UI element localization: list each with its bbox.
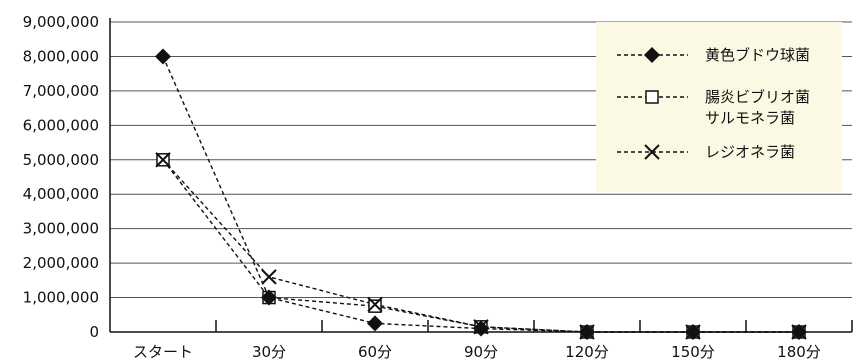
y-tick-label: 8,000,000 — [23, 47, 99, 65]
x-marker — [155, 152, 171, 168]
legend-label: 黄色ブドウ球菌 — [705, 46, 810, 64]
x-tick-label: スタート — [133, 343, 193, 361]
legend-label: 腸炎ビブリオ菌サルモネラ菌 — [705, 88, 810, 127]
series-group — [155, 48, 807, 340]
y-tick-label: 2,000,000 — [23, 254, 99, 272]
diamond-marker — [644, 47, 660, 63]
y-tick-label: 9,000,000 — [23, 13, 99, 31]
x-marker — [473, 319, 489, 335]
legend-box — [596, 22, 842, 192]
x-axis-tick-labels: スタート 30分 60分 90分 120分 150分 180分 — [133, 343, 821, 361]
x-marker — [791, 324, 807, 340]
diamond-marker — [261, 289, 277, 306]
x-tick-label: 180分 — [777, 343, 821, 361]
diamond-marker — [473, 320, 489, 337]
legend-item: レジオネラ菌 — [617, 143, 795, 161]
y-tick-label: 5,000,000 — [23, 151, 99, 169]
y-tick-label: 1,000,000 — [23, 289, 99, 307]
diamond-marker — [155, 48, 171, 65]
x-marker — [644, 144, 660, 160]
x-tick-label: 60分 — [358, 343, 392, 361]
square-marker — [645, 90, 659, 104]
x-marker — [367, 296, 383, 313]
y-tick-label: 3,000,000 — [23, 220, 99, 238]
x-marker — [579, 324, 595, 340]
legend-label: レジオネラ菌 — [705, 143, 795, 161]
x-tick-label: 120分 — [565, 343, 609, 361]
y-axis-tick-labels: 0 1,000,000 2,000,000 3,000,000 4,000,000 5,0… — [23, 13, 99, 341]
series-markers-x — [155, 152, 807, 340]
diamond-marker — [367, 315, 383, 332]
x-marker — [685, 324, 701, 340]
y-tick-label: 4,000,000 — [23, 185, 99, 203]
x-tick-label: 30分 — [252, 343, 286, 361]
grid-lines — [110, 21, 852, 299]
square-marker — [368, 299, 382, 313]
y-tick-label: 6,000,000 — [23, 116, 99, 134]
y-tick-label: 7,000,000 — [23, 82, 99, 100]
x-tick-label: 150分 — [671, 343, 715, 361]
x-tick-label: 90分 — [464, 343, 498, 361]
x-marker — [261, 269, 277, 285]
y-tick-label: 0 — [89, 323, 99, 341]
legend-item: 腸炎ビブリオ菌サルモネラ菌 — [617, 88, 810, 127]
legend-item: 黄色ブドウ球菌 — [617, 46, 810, 64]
